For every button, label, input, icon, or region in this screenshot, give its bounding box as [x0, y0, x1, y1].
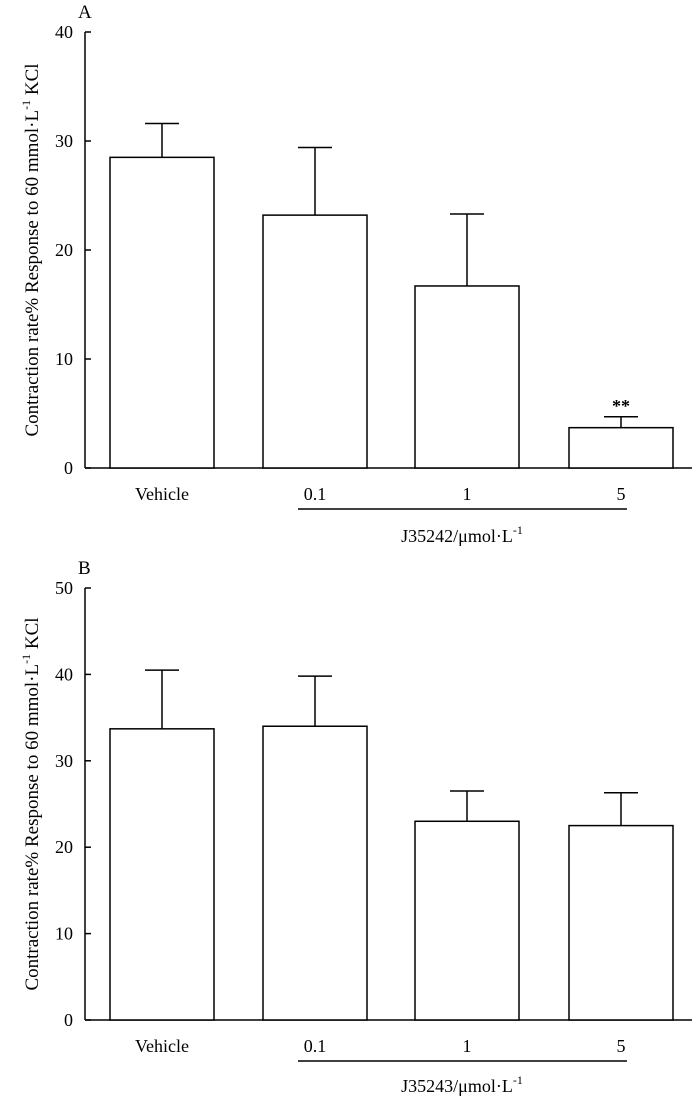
y-tick-label: 20: [55, 240, 73, 260]
bar: [262, 725, 368, 1021]
x-tick-label: 0.1: [304, 1036, 327, 1056]
x-tick-label: Vehicle: [135, 484, 189, 504]
chart-panel-b: B 0 10 20 30 40 50 Contraction rate% Response t…: [19, 558, 692, 1096]
bar: [109, 156, 215, 469]
chart-panel-a: A 0 10 20 30 40 Contraction rate% Response to …: [19, 2, 692, 546]
group-label: J35243/μmol·L-1: [401, 1073, 523, 1096]
y-tick-label: 30: [55, 131, 73, 151]
x-tick-label: 1: [463, 1036, 472, 1056]
x-tick-label: 5: [617, 484, 626, 504]
bar: [568, 824, 674, 1021]
y-tick-label: 0: [64, 1010, 73, 1030]
y-axis-label: Contraction rate% Response to 60 mmol·L-…: [19, 617, 43, 990]
x-tick-label: 0.1: [304, 484, 327, 504]
group-label: J35242/μmol·L-1: [401, 523, 523, 546]
x-tick-label: 5: [617, 1036, 626, 1056]
y-tick-label: 10: [55, 924, 73, 944]
x-tick-label: 1: [463, 484, 472, 504]
y-axis-label: Contraction rate% Response to 60 mmol·L-…: [19, 63, 43, 436]
y-tick-label: 50: [55, 578, 73, 598]
y-tick-label: 40: [55, 664, 73, 684]
y-tick-label: 0: [64, 458, 73, 478]
panel-label: B: [78, 558, 91, 579]
y-tick-label: 40: [55, 22, 73, 42]
y-tick-label: 20: [55, 837, 73, 857]
bar: [414, 285, 520, 469]
bar: [568, 426, 674, 469]
panel-label: A: [78, 2, 92, 23]
y-tick-label: 30: [55, 751, 73, 771]
bar: [414, 820, 520, 1021]
bar: [109, 728, 215, 1021]
significance-marker: **: [612, 396, 630, 416]
x-tick-label: Vehicle: [135, 1036, 189, 1056]
bar: [262, 214, 368, 469]
y-tick-label: 10: [55, 349, 73, 369]
